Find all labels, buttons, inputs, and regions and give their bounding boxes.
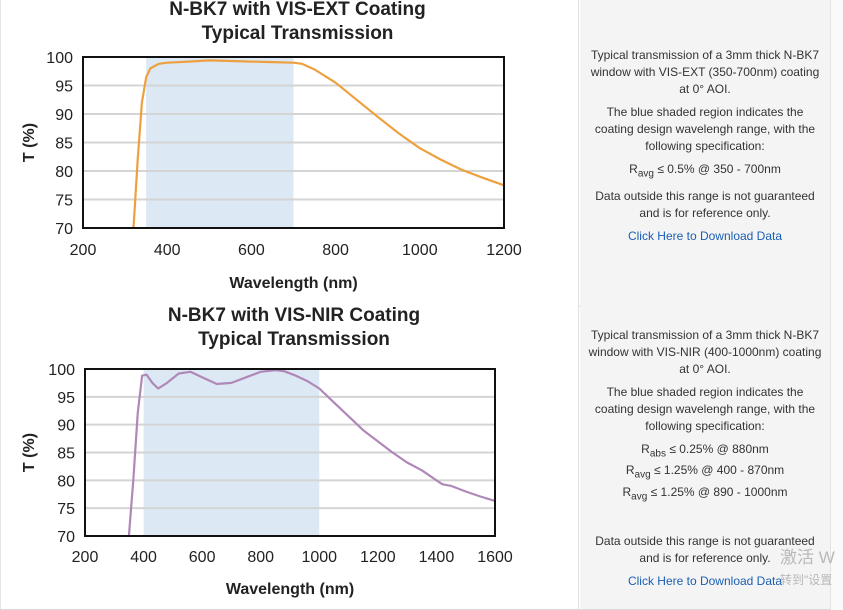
y-axis-label: T (%) — [21, 433, 38, 472]
series-line-vis-ext — [132, 59, 505, 229]
spec-subscript: avg — [637, 168, 654, 180]
spec-symbol: R — [622, 484, 632, 499]
y-tick-label: 95 — [57, 390, 75, 407]
x-axis-label: Wavelength (nm) — [226, 581, 354, 598]
series-line-vis-nir — [127, 368, 496, 537]
description-text: Typical transmission of a 3mm thick N-BK… — [588, 328, 822, 376]
shading-note-text: The blue shaded region indicates the coa… — [594, 385, 816, 433]
spec-symbol: R — [625, 463, 635, 478]
x-axis-label: Wavelength (nm) — [229, 275, 357, 292]
chart-subtitle: Typical Transmission — [202, 23, 394, 44]
chart-subtitle: Typical Transmission — [198, 329, 390, 350]
chart-title: N-BK7 with VIS-EXT Coating — [169, 0, 426, 20]
chart-cell-vis-ext: N-BK7 with VIS-EXT Coating Typical Transm… — [0, 0, 579, 306]
x-tick-label: 800 — [322, 242, 349, 259]
y-tick-label: 80 — [55, 164, 73, 181]
x-tick-label: 1200 — [486, 242, 522, 259]
x-tick-label: 1600 — [477, 549, 513, 566]
y-tick-label: 70 — [55, 221, 73, 238]
x-tick-label: 600 — [238, 242, 265, 259]
spec-line: Ravg ≤ 0.5% @ 350 - 700nm — [588, 161, 822, 182]
x-tick-label: 200 — [72, 549, 99, 566]
disclaimer-text: Data outside this range is not guarantee… — [595, 534, 815, 566]
disclaimer-text: Data outside this range is not guarantee… — [595, 189, 815, 221]
spec-symbol: R — [629, 162, 638, 176]
download-data-link[interactable]: Click Here to Download Data — [627, 229, 783, 244]
spec-text: ≤ 1.25% @ 890 - 1000nm — [650, 484, 788, 499]
chart-row-vis-ext: N-BK7 with VIS-EXT Coating Typical Transm… — [0, 0, 843, 307]
y-tick-label: 95 — [55, 79, 73, 96]
download-data-link[interactable]: Click Here to Download Data — [627, 574, 783, 589]
x-tick-label: 1200 — [360, 549, 396, 566]
y-tick-label: 90 — [57, 418, 75, 435]
spec-line: Rabs ≤ 0.25% @ 880nm — [588, 441, 822, 462]
x-tick-label: 1000 — [402, 242, 438, 259]
y-tick-label: 100 — [48, 362, 75, 379]
spec-text: ≤ 1.25% @ 400 - 870nm — [653, 463, 785, 478]
y-tick-label: 75 — [57, 501, 75, 518]
info-panel-vis-ext: Typical transmission of a 3mm thick N-BK… — [588, 47, 822, 251]
page-edge — [831, 0, 843, 610]
spec-subscript: abs — [649, 448, 666, 460]
shading-note-text: The blue shaded region indicates the coa… — [594, 105, 816, 153]
plot-frame — [84, 368, 496, 537]
spec-text: ≤ 0.5% @ 350 - 700nm — [657, 162, 781, 176]
chart-title: N-BK7 with VIS-NIR Coating — [168, 306, 420, 326]
description-text: Typical transmission of a 3mm thick N-BK… — [590, 48, 820, 96]
x-tick-label: 1000 — [301, 549, 337, 566]
spec-line: Ravg ≤ 1.25% @ 400 - 870nm — [588, 462, 822, 483]
y-tick-label: 70 — [57, 529, 75, 546]
watermark-line-1: 激活 W — [780, 548, 835, 567]
spec-symbol: R — [641, 442, 650, 456]
y-tick-label: 90 — [55, 107, 73, 124]
vis-nir-transmission-chart: N-BK7 with VIS-NIR Coating Typical Transm… — [21, 306, 513, 598]
info-cell-vis-ext: Typical transmission of a 3mm thick N-BK… — [580, 0, 831, 306]
y-tick-label: 75 — [55, 193, 73, 210]
y-tick-label: 85 — [57, 446, 75, 463]
spec-subscript: avg — [631, 491, 648, 503]
spec-subscript: avg — [634, 469, 651, 481]
spec-line: Ravg ≤ 1.25% @ 890 - 1000nm — [588, 484, 822, 505]
x-tick-label: 800 — [247, 549, 274, 566]
x-tick-label: 600 — [189, 549, 216, 566]
vis-ext-transmission-chart: N-BK7 with VIS-EXT Coating Typical Transm… — [21, 0, 522, 292]
chart-cell-vis-nir: N-BK7 with VIS-NIR Coating Typical Transm… — [0, 306, 579, 609]
info-panel-vis-nir: Typical transmission of a 3mm thick N-BK… — [588, 327, 822, 596]
chart-row-vis-nir: N-BK7 with VIS-NIR Coating Typical Transm… — [0, 306, 843, 610]
info-cell-vis-nir: Typical transmission of a 3mm thick N-BK… — [580, 306, 831, 609]
y-tick-label: 85 — [55, 136, 73, 153]
y-tick-label: 80 — [57, 473, 75, 490]
x-tick-label: 400 — [154, 242, 181, 259]
spec-text: ≤ 0.25% @ 880nm — [669, 442, 769, 456]
watermark-line-2: 转到"设置 — [780, 573, 833, 587]
plot-frame — [82, 56, 505, 229]
x-tick-label: 200 — [70, 242, 97, 259]
x-tick-label: 400 — [130, 549, 157, 566]
x-tick-label: 1400 — [419, 549, 455, 566]
y-tick-label: 100 — [46, 50, 73, 67]
y-axis-label: T (%) — [21, 123, 38, 162]
